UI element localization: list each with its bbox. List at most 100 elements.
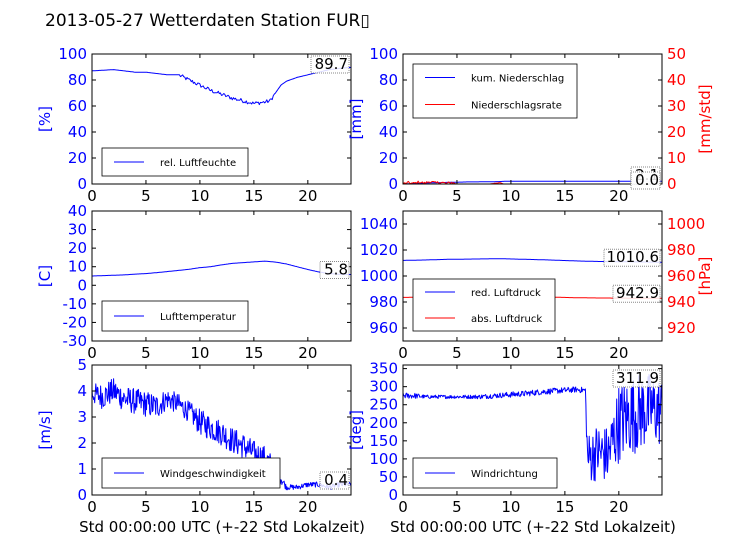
figure-title: 2013-05-27 Wetterdaten Station FUR▯ bbox=[45, 11, 370, 31]
x-tick-label: 10 bbox=[501, 498, 520, 516]
x-tick-label: 15 bbox=[244, 187, 263, 205]
y2-tick-label: 10 bbox=[667, 149, 686, 167]
legend-temperature: Lufttemperatur bbox=[101, 300, 249, 332]
annotation-pressure-box bbox=[603, 248, 661, 267]
y-tick-label: 40 bbox=[68, 202, 87, 220]
x-tick-label: 5 bbox=[452, 498, 462, 516]
y-tick-label: 1000 bbox=[360, 267, 398, 285]
chart-precip: 0 5 10 15 20 0 20 40 60 80 100 0 10 20 30 40 50 [mm] [mm/s… bbox=[347, 45, 714, 205]
y-tick-label: 960 bbox=[369, 319, 398, 337]
annotation-humidity: 89.7 bbox=[315, 55, 348, 73]
x-tick-label: 15 bbox=[244, 498, 263, 516]
y-axis-label: [deg] bbox=[347, 410, 365, 450]
y-tick-label: 40 bbox=[379, 123, 398, 141]
y-tick-label: 2 bbox=[77, 434, 87, 452]
y2-tick-label: 30 bbox=[667, 97, 686, 115]
y-tick-label: 100 bbox=[58, 45, 87, 63]
series-line-windspeed-0 bbox=[92, 378, 351, 491]
y-tick-label: 1040 bbox=[360, 215, 398, 233]
legend-humidity: rel. Luftfeuchte bbox=[101, 147, 249, 177]
x-tick-label: 5 bbox=[141, 187, 151, 205]
legend-label: Windgeschwindigkeit bbox=[160, 469, 266, 480]
y-tick-label: 300 bbox=[369, 378, 398, 396]
y-tick-label: 20 bbox=[68, 149, 87, 167]
annotation2-precip-box bbox=[630, 171, 661, 190]
y-tick-label: 1 bbox=[77, 460, 87, 478]
x-tick-label: 5 bbox=[452, 344, 462, 362]
y-tick-label: 150 bbox=[369, 432, 398, 450]
annotation-windspeed-box bbox=[319, 471, 350, 490]
series-group bbox=[92, 378, 351, 491]
y-tick-label: -10 bbox=[63, 295, 88, 313]
y-tick-label: -20 bbox=[63, 313, 88, 331]
y-tick-label: 0 bbox=[77, 486, 87, 504]
plot-frame bbox=[91, 210, 352, 342]
y-tick-label: 40 bbox=[68, 123, 87, 141]
legend-label: kum. Niederschlag bbox=[471, 74, 564, 85]
annotation-temperature: 5.8 bbox=[324, 261, 348, 279]
x-tick-label: 10 bbox=[501, 187, 520, 205]
y-tick-label: 5 bbox=[77, 356, 87, 374]
y2-tick-label: 50 bbox=[667, 45, 686, 63]
x-tick-label: 0 bbox=[87, 498, 97, 516]
y-tick-label: 200 bbox=[369, 414, 398, 432]
y-tick-label: 0 bbox=[388, 175, 398, 193]
x-tick-label: 0 bbox=[398, 498, 408, 516]
legend-precip: kum. Niederschlag Niederschlagsrate bbox=[412, 63, 578, 119]
x-axis-label-right: Std 00:00:00 UTC (+-22 Std Lokalzeit) bbox=[390, 518, 676, 536]
chart-winddir: 0 5 10 15 20050100150200250300350[deg]311.9W… bbox=[347, 360, 663, 516]
x-tick-label: 20 bbox=[609, 498, 628, 516]
x-tick-label: 0 bbox=[87, 187, 97, 205]
x-tick-label: 20 bbox=[298, 187, 317, 205]
annotation-windspeed: 0.4 bbox=[324, 471, 348, 489]
y-tick-label: 10 bbox=[68, 258, 87, 276]
plot-frame bbox=[91, 364, 352, 496]
x-tick-label: 0 bbox=[398, 187, 408, 205]
x-tick-label: 20 bbox=[609, 187, 628, 205]
y-tick-label: 250 bbox=[369, 396, 398, 414]
legend-label: Lufttemperatur bbox=[160, 312, 237, 323]
y-tick-label: 60 bbox=[68, 97, 87, 115]
x-tick-label: 15 bbox=[555, 187, 574, 205]
y2-tick-label: 1000 bbox=[667, 215, 705, 233]
y-tick-label: 0 bbox=[77, 175, 87, 193]
annotation-winddir-box bbox=[612, 369, 661, 388]
x-tick-label: 15 bbox=[244, 344, 263, 362]
y-tick-label: 980 bbox=[369, 293, 398, 311]
plot-frame bbox=[402, 364, 663, 496]
y-tick-label: 4 bbox=[77, 382, 87, 400]
annotation-winddir: 311.9 bbox=[616, 369, 659, 387]
y-tick-label: 3 bbox=[77, 408, 87, 426]
annotation2-precip: 0.0 bbox=[635, 171, 659, 189]
y-tick-label: 100 bbox=[369, 45, 398, 63]
x-tick-label: 0 bbox=[87, 344, 97, 362]
legend-frame bbox=[101, 300, 249, 332]
plot-frame bbox=[91, 53, 352, 185]
x-tick-label: 10 bbox=[190, 498, 209, 516]
y2-tick-label: 920 bbox=[667, 319, 696, 337]
legend-label: Windrichtung bbox=[471, 469, 538, 480]
y-tick-label: 0 bbox=[77, 276, 87, 294]
y2-axis-label: [hPa] bbox=[696, 257, 714, 296]
legend-label: Niederschlagsrate bbox=[471, 101, 562, 112]
legend-frame bbox=[412, 278, 556, 332]
y-tick-label: 100 bbox=[369, 450, 398, 468]
x-tick-label: 0 bbox=[398, 344, 408, 362]
x-tick-label: 20 bbox=[609, 344, 628, 362]
y-tick-label: 20 bbox=[68, 239, 87, 257]
series-line-temperature-0 bbox=[92, 260, 351, 277]
chart-windspeed: 0 5 10 15 20 0 1 2 3 4 5 [m/s] 0.4 Windgeschwindigkei… bbox=[36, 356, 352, 516]
y-tick-label: 60 bbox=[379, 97, 398, 115]
x-tick-label: 15 bbox=[555, 498, 574, 516]
y-tick-label: 50 bbox=[379, 468, 398, 486]
x-tick-label: 5 bbox=[141, 344, 151, 362]
y-tick-label: 80 bbox=[379, 71, 398, 89]
series-line-humidity-0 bbox=[92, 66, 351, 106]
x-tick-label: 10 bbox=[501, 344, 520, 362]
x-axis-label-left: Std 00:00:00 UTC (+-22 Std Lokalzeit) bbox=[79, 518, 365, 536]
plot-frame bbox=[402, 53, 663, 185]
annotation-temperature-box bbox=[319, 261, 350, 280]
x-tick-label: 10 bbox=[190, 344, 209, 362]
